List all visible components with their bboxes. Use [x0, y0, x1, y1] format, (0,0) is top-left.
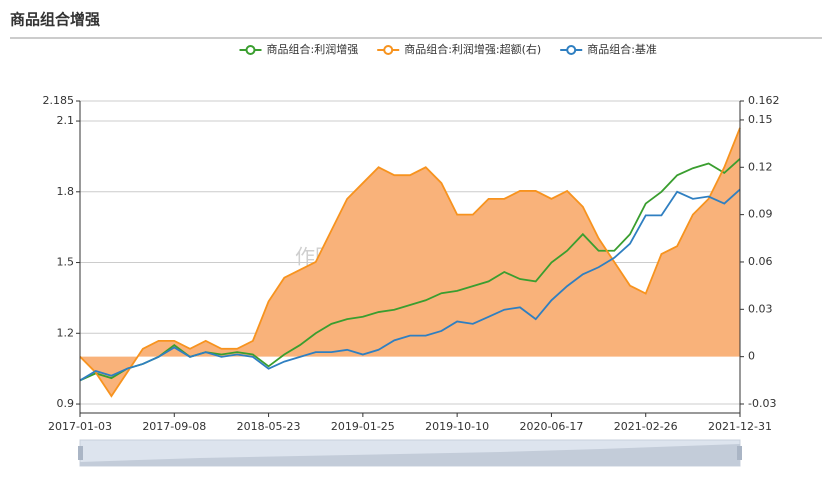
legend-item[interactable]: 商品组合:基准: [560, 42, 657, 56]
x-tick-label: 2019-10-10: [425, 420, 489, 433]
y2-tick-label: 0.09: [748, 208, 773, 221]
zoom-handle[interactable]: [78, 446, 83, 460]
y-tick-label: 0.9: [57, 397, 75, 410]
line: [79, 127, 741, 398]
y2-tick-label: 0.12: [748, 160, 773, 173]
x-tick-label: 2017-09-08: [142, 420, 206, 433]
zoom-preview: [80, 444, 740, 466]
legend-marker: [245, 45, 256, 55]
legend-item[interactable]: 商品组合:利润增强:超额(右): [377, 42, 541, 56]
y2-tick-label: 0.15: [748, 113, 773, 126]
legend-label: 商品组合:利润增强: [267, 42, 359, 56]
zoom-handle[interactable]: [737, 446, 742, 460]
legend: 商品组合:利润增强 商品组合:利润增强:超额(右) 商品组合:基准: [239, 42, 657, 56]
legend-marker: [566, 45, 577, 55]
y-tick-label: 1.8: [57, 185, 75, 198]
x-tick-label: 2017-01-03: [48, 420, 112, 433]
area: [80, 127, 740, 397]
y-tick-label: 2.185: [43, 94, 75, 107]
x-tick-label: 2020-06-17: [519, 420, 583, 433]
y2-tick-label: -0.03: [748, 397, 776, 410]
x-tick-label: 2019-01-25: [331, 420, 395, 433]
y2-tick-label: 0.06: [748, 255, 773, 268]
y2-tick-label: 0: [748, 350, 755, 363]
x-tick-label: 2021-12-31: [708, 420, 772, 433]
legend-label: 商品组合:利润增强:超额(右): [404, 42, 541, 56]
y2-tick-label: 0.03: [748, 302, 773, 315]
x-tick-label: 2021-02-26: [614, 420, 678, 433]
y2-tick-label: 0.162: [748, 94, 780, 107]
legend-label: 商品组合:基准: [587, 42, 657, 56]
y-tick-label: 1.5: [57, 256, 75, 269]
chart-title: 商品组合增强: [10, 11, 100, 29]
y-tick-label: 1.2: [57, 326, 75, 339]
y-tick-label: 2.1: [57, 114, 75, 127]
legend-marker: [383, 45, 394, 55]
x-tick-label: 2018-05-23: [237, 420, 301, 433]
line: [79, 188, 741, 382]
legend-item[interactable]: 商品组合:利润增强: [239, 42, 359, 56]
